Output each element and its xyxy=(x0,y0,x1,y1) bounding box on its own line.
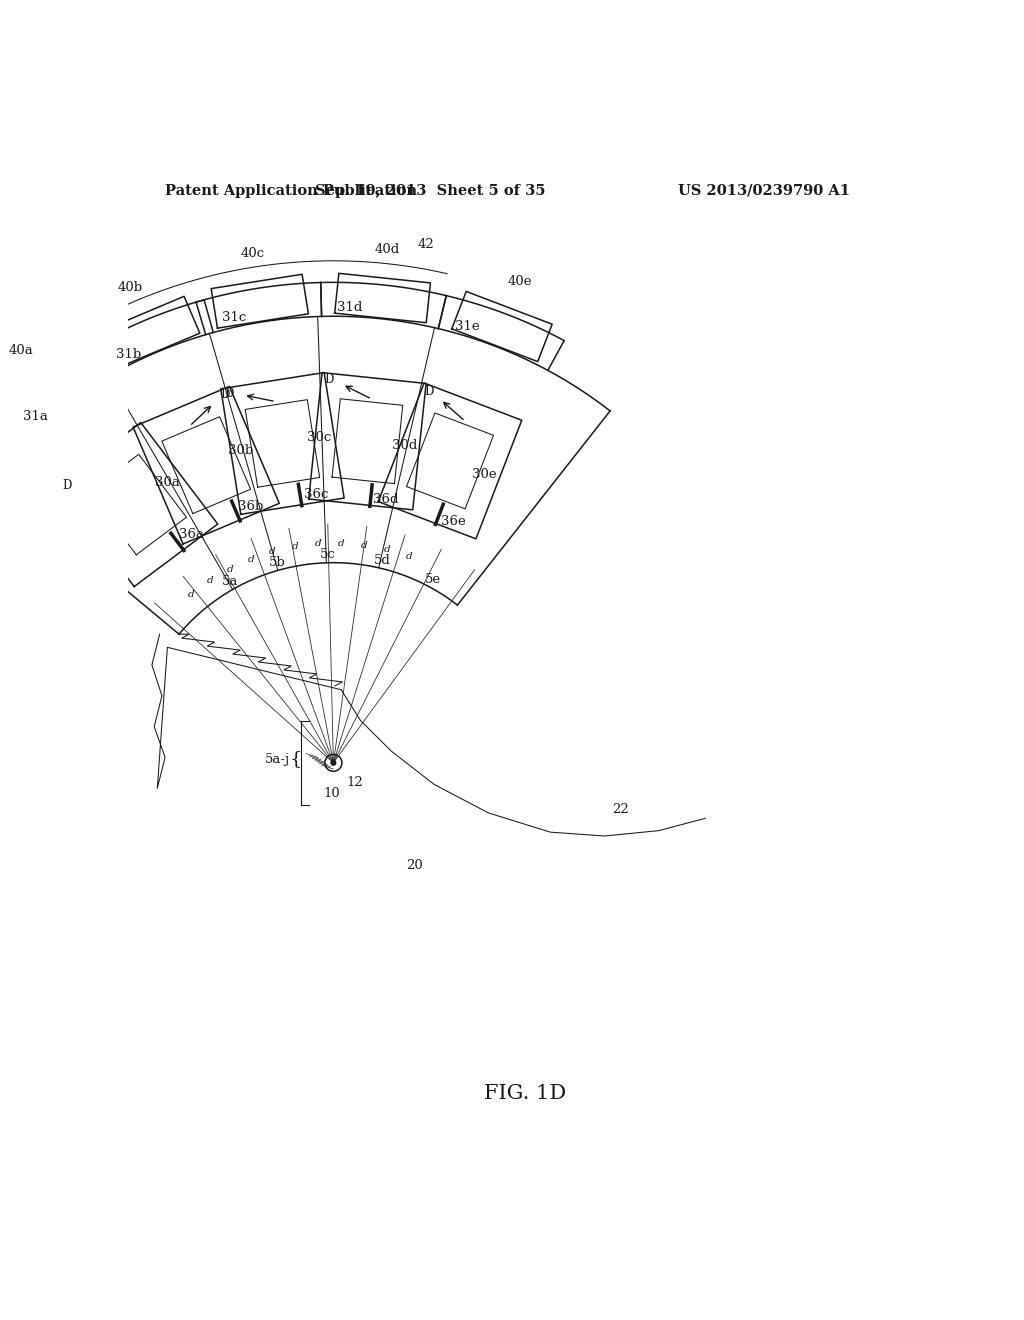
Text: 5a-j: 5a-j xyxy=(265,752,290,766)
Text: d: d xyxy=(188,590,195,599)
Polygon shape xyxy=(57,422,218,586)
Text: 5b: 5b xyxy=(269,556,286,569)
Text: 36d: 36d xyxy=(374,492,399,506)
Text: 5c: 5c xyxy=(319,548,336,561)
Polygon shape xyxy=(211,275,308,329)
Text: 22: 22 xyxy=(612,803,629,816)
Text: 31d: 31d xyxy=(337,301,362,314)
Text: d: d xyxy=(207,577,213,585)
Polygon shape xyxy=(378,383,522,539)
Text: D: D xyxy=(61,479,72,492)
Text: d: d xyxy=(338,539,344,548)
Text: d: d xyxy=(314,540,322,548)
Text: 42: 42 xyxy=(417,238,434,251)
Text: 12: 12 xyxy=(346,776,364,789)
Text: 30e: 30e xyxy=(472,467,497,480)
Text: 31e: 31e xyxy=(456,321,480,334)
Text: 36c: 36c xyxy=(303,488,328,502)
Text: D: D xyxy=(220,388,229,401)
Text: Patent Application Publication: Patent Application Publication xyxy=(165,183,417,198)
Text: d: d xyxy=(406,552,413,561)
Text: 31b: 31b xyxy=(116,348,141,362)
Text: 40b: 40b xyxy=(118,281,143,294)
Text: d: d xyxy=(292,543,298,552)
Text: {: { xyxy=(289,750,302,768)
Text: Sep. 19, 2013  Sheet 5 of 35: Sep. 19, 2013 Sheet 5 of 35 xyxy=(315,183,546,198)
Text: 5e: 5e xyxy=(425,573,441,586)
Text: 10: 10 xyxy=(324,788,340,800)
Text: D: D xyxy=(424,384,433,397)
Text: 36a: 36a xyxy=(178,528,204,541)
Text: 40c: 40c xyxy=(240,247,264,260)
Text: d: d xyxy=(360,541,368,550)
Text: 5a: 5a xyxy=(222,576,239,589)
Text: 40e: 40e xyxy=(507,275,531,288)
Polygon shape xyxy=(1,346,99,433)
Polygon shape xyxy=(308,372,426,510)
Text: 40d: 40d xyxy=(375,243,400,256)
Text: d: d xyxy=(248,554,254,564)
Text: 30a: 30a xyxy=(155,475,179,488)
Text: 5d: 5d xyxy=(374,554,390,566)
Polygon shape xyxy=(335,273,430,322)
Text: D: D xyxy=(224,387,233,400)
Text: 30c: 30c xyxy=(307,432,332,444)
Text: 36e: 36e xyxy=(440,515,466,528)
Text: d: d xyxy=(226,565,233,574)
Text: 31c: 31c xyxy=(222,312,246,325)
Text: D: D xyxy=(324,372,334,385)
Text: d: d xyxy=(384,545,390,554)
Text: 31a: 31a xyxy=(23,409,48,422)
Polygon shape xyxy=(221,372,344,515)
Text: 30b: 30b xyxy=(227,445,253,457)
Text: d: d xyxy=(269,548,275,557)
Text: US 2013/0239790 A1: US 2013/0239790 A1 xyxy=(678,183,850,198)
Text: 20: 20 xyxy=(407,859,423,873)
Text: 36b: 36b xyxy=(239,500,263,513)
Polygon shape xyxy=(452,292,552,362)
Text: 40a: 40a xyxy=(8,345,33,358)
Polygon shape xyxy=(133,387,280,544)
Polygon shape xyxy=(99,296,200,368)
Text: FIG. 1D: FIG. 1D xyxy=(483,1085,566,1104)
Text: 30d: 30d xyxy=(392,438,417,451)
Circle shape xyxy=(331,760,336,766)
